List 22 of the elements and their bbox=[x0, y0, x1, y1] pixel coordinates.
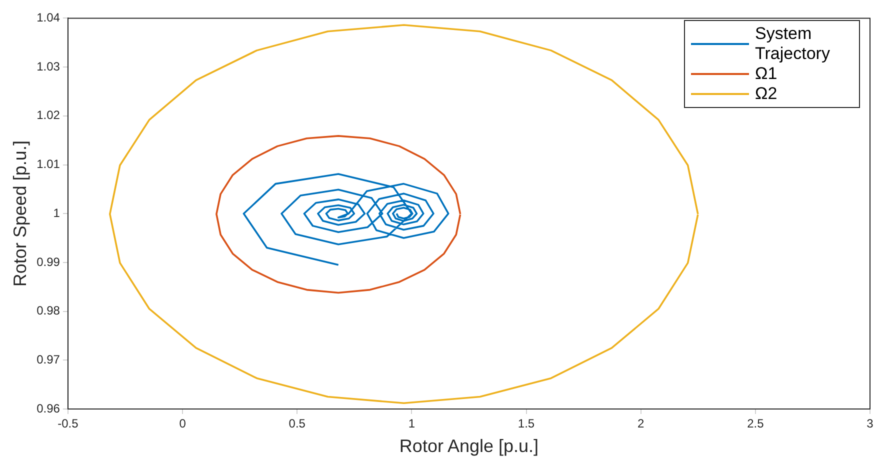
y-axis-title: Rotor Speed [p.u.] bbox=[10, 140, 30, 287]
x-tick-label: 0 bbox=[179, 416, 186, 431]
y-tick-label: 1.03 bbox=[36, 59, 60, 74]
y-tick-label: 0.97 bbox=[36, 352, 60, 366]
legend-label: Ω1 bbox=[755, 64, 778, 84]
x-tick-label: 2 bbox=[638, 416, 644, 431]
y-tick-label: 0.96 bbox=[36, 401, 60, 416]
legend-label: System Trajectory bbox=[755, 24, 831, 64]
x-axis-title: Rotor Angle [p.u.] bbox=[399, 436, 539, 456]
x-tick-label: 1.5 bbox=[518, 416, 535, 431]
y-tick-label: 1.01 bbox=[36, 157, 60, 172]
legend-label: Ω2 bbox=[755, 84, 778, 104]
x-tick-label: -0.5 bbox=[58, 416, 79, 431]
x-tick-label: 1 bbox=[408, 416, 416, 431]
y-tick-label: 1.04 bbox=[36, 10, 60, 25]
x-tick-label: 3 bbox=[866, 416, 874, 431]
y-tick-label: 1.02 bbox=[36, 108, 60, 122]
y-tick-label: 1 bbox=[53, 206, 60, 220]
y-tick-label: 0.98 bbox=[36, 304, 60, 318]
x-tick-label: 0.5 bbox=[288, 416, 306, 431]
x-tick-label: 2.5 bbox=[747, 416, 764, 431]
y-tick-label: 0.99 bbox=[36, 254, 60, 269]
